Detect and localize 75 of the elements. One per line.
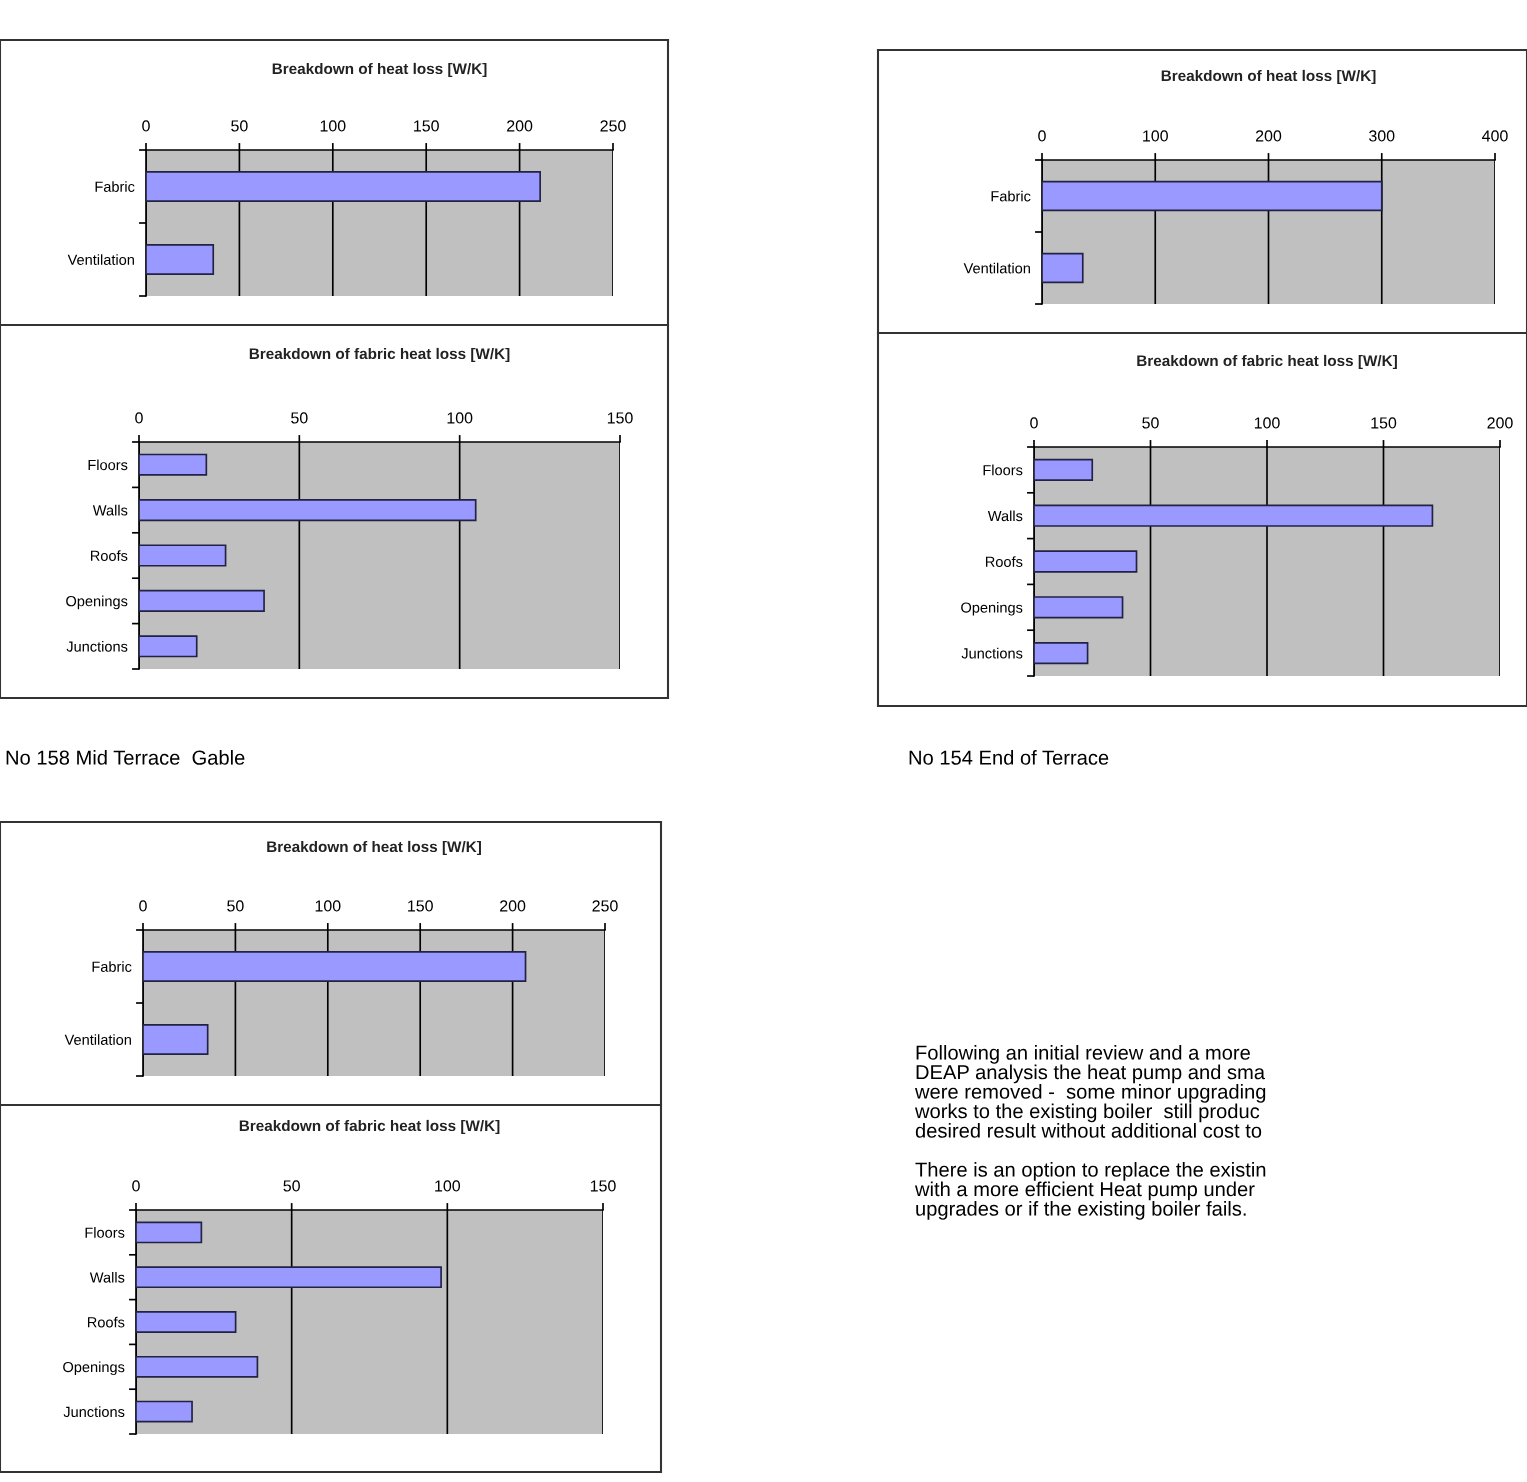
chart-title: Breakdown of heat loss [W/K] xyxy=(267,840,481,856)
x-tick-label: 200 xyxy=(507,120,533,132)
x-tick-label: 0 xyxy=(142,120,150,132)
bar xyxy=(139,499,477,522)
x-tick-label: 100 xyxy=(1143,130,1168,142)
bar xyxy=(1034,550,1138,573)
x-tick-label: 250 xyxy=(592,900,618,912)
y-tick-label: Walls xyxy=(92,504,128,516)
x-tick-label: 150 xyxy=(414,120,439,132)
bar xyxy=(139,635,198,658)
x-tick-label: 100 xyxy=(447,412,473,424)
x-tick-label: 150 xyxy=(607,412,633,424)
y-tick-label: Fabric xyxy=(95,181,135,192)
bar xyxy=(1034,458,1094,482)
x-tick-label: 100 xyxy=(435,1180,461,1192)
bar xyxy=(136,1400,193,1423)
x-tick-label: 300 xyxy=(1369,130,1395,142)
bar xyxy=(1034,641,1089,665)
x-tick-label: 50 xyxy=(227,900,244,912)
bar xyxy=(136,1266,442,1289)
x-tick-label: 100 xyxy=(320,120,346,132)
x-tick-label: 100 xyxy=(315,900,341,912)
y-tick-label: Junctions xyxy=(961,647,1023,659)
bar xyxy=(136,1355,259,1378)
y-tick-label: Walls xyxy=(987,510,1023,522)
x-tick-label: 150 xyxy=(590,1180,616,1192)
text: No 154 End of Terrace xyxy=(909,750,1109,765)
x-tick-label: 200 xyxy=(500,900,526,912)
y-tick-label: Roofs xyxy=(87,1316,125,1328)
x-tick-label: 100 xyxy=(1254,417,1280,429)
x-tick-label: 0 xyxy=(132,1180,140,1192)
chart-title: Breakdown of fabric heat loss [W/K] xyxy=(249,347,510,363)
chart-title: Breakdown of heat loss [W/K] xyxy=(272,62,487,78)
y-tick-label: Roofs xyxy=(985,556,1023,567)
x-tick-label: 400 xyxy=(1482,130,1508,142)
x-tick-label: 50 xyxy=(1142,417,1159,429)
x-tick-label: 150 xyxy=(1371,417,1397,429)
x-tick-label: 0 xyxy=(135,412,143,424)
y-tick-label: Walls xyxy=(89,1271,125,1283)
bar xyxy=(139,453,208,476)
bar xyxy=(139,544,227,567)
x-tick-label: 200 xyxy=(1255,130,1282,142)
x-tick-label: 50 xyxy=(283,1180,300,1192)
y-tick-label: Junctions xyxy=(63,1406,125,1418)
y-tick-label: Fabric xyxy=(92,961,132,972)
text: No 158 Mid Terrace Gable xyxy=(6,750,245,765)
x-tick-label: 0 xyxy=(1038,130,1046,142)
x-tick-label: 50 xyxy=(291,412,308,424)
chart-title: Breakdown of fabric heat loss [W/K] xyxy=(1137,354,1397,370)
y-tick-label: Openings xyxy=(961,602,1023,616)
bar xyxy=(1034,504,1434,527)
y-tick-label: Ventilation xyxy=(67,254,134,265)
y-tick-label: Ventilation xyxy=(64,1034,131,1045)
y-tick-label: Floors xyxy=(983,464,1023,476)
x-tick-label: 250 xyxy=(600,120,626,132)
y-tick-label: Junctions xyxy=(66,641,128,652)
y-tick-label: Openings xyxy=(63,1361,125,1376)
y-tick-label: Openings xyxy=(66,595,128,610)
y-tick-label: Fabric xyxy=(991,190,1031,202)
x-tick-label: 150 xyxy=(408,900,433,912)
bar xyxy=(136,1311,237,1333)
x-tick-label: 0 xyxy=(1030,417,1038,429)
x-tick-label: 50 xyxy=(231,120,248,132)
y-tick-label: Ventilation xyxy=(963,262,1030,274)
chart-title: Breakdown of fabric heat loss [W/K] xyxy=(239,1119,500,1135)
y-tick-label: Roofs xyxy=(90,550,128,561)
bar xyxy=(136,1221,203,1244)
text: Following an initial review and a more DEAP analysis the heat pump and sma were removed - some minor upgrading works to the existing boiler still produc desired result without additional cost to There is an option to replace the existin with a more efficient Heat pump under upgrades or if the existing boiler fails. xyxy=(914,1045,1266,1220)
y-tick-label: Floors xyxy=(88,459,128,471)
chart-title: Breakdown of heat loss [W/K] xyxy=(1161,69,1376,85)
y-tick-label: Floors xyxy=(85,1227,125,1238)
x-tick-label: 0 xyxy=(139,900,147,912)
x-tick-label: 200 xyxy=(1487,417,1513,429)
bar xyxy=(139,589,265,612)
bar xyxy=(1034,596,1124,619)
